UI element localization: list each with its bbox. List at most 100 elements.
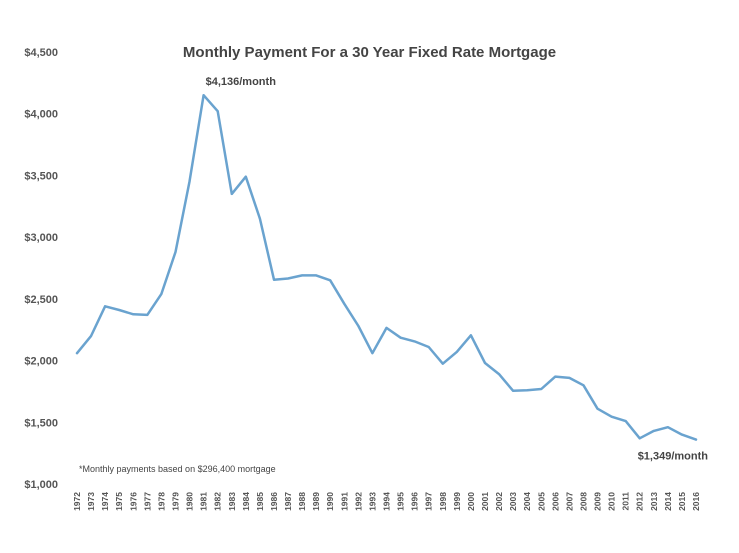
data-point [202, 94, 205, 97]
x-tick-label: 2008 [578, 492, 588, 511]
data-point [258, 217, 261, 220]
x-tick-label: 1978 [156, 492, 166, 511]
y-tick-label: $1,500 [24, 417, 58, 429]
x-tick-label: 2001 [480, 492, 490, 511]
data-point [132, 313, 135, 316]
data-point [216, 110, 219, 113]
data-point [287, 277, 290, 280]
data-point [244, 175, 247, 178]
x-tick-label: 1997 [424, 492, 434, 511]
data-point [540, 387, 543, 390]
data-point [441, 362, 444, 365]
data-point [638, 437, 641, 440]
x-tick-label: 1994 [382, 492, 392, 511]
y-tick-label: $3,000 [24, 232, 58, 244]
data-point [666, 426, 669, 429]
y-tick-label: $1,000 [24, 479, 58, 491]
x-tick-label: 1998 [438, 492, 448, 511]
data-point [160, 292, 163, 295]
x-tick-label: 1992 [353, 492, 363, 511]
x-tick-label: 2007 [564, 492, 574, 511]
y-tick-label: $2,000 [24, 356, 58, 368]
data-point [469, 334, 472, 337]
data-point [582, 384, 585, 387]
x-tick-label: 1999 [452, 492, 462, 511]
data-point [413, 340, 416, 343]
x-tick-label: 1986 [269, 492, 279, 511]
data-point [357, 325, 360, 328]
x-tick-label: 2000 [466, 492, 476, 511]
data-point [329, 279, 332, 282]
data-point [596, 407, 599, 410]
x-tick-label: 1980 [185, 492, 195, 511]
x-tick-label: 1975 [114, 492, 124, 511]
x-tick-label: 1985 [255, 492, 265, 511]
x-tick-label: 2009 [593, 492, 603, 511]
data-annotation: $4,136/month [206, 76, 277, 88]
y-axis: $1,000 $1,500 $2,000 $2,500 $3,000 $3,500 $4,0… [24, 47, 58, 491]
x-tick-label: 2002 [494, 492, 504, 511]
y-tick-label: $2,500 [24, 294, 58, 306]
data-point [104, 305, 107, 308]
x-tick-label: 1972 [72, 492, 82, 511]
x-tick-label: 2015 [677, 492, 687, 511]
chart-title: Monthly Payment For a 30 Year Fixed Rate… [182, 44, 557, 61]
data-point [118, 308, 121, 311]
x-tick-label: 2010 [607, 492, 617, 511]
x-tick-label: 2011 [621, 492, 631, 511]
x-tick-label: 1974 [100, 492, 110, 511]
data-point [554, 375, 557, 378]
x-tick-label: 2013 [649, 492, 659, 511]
x-tick-label: 1981 [199, 492, 209, 511]
chart-footnote: *Monthly payments based on $296,400 mort… [79, 464, 276, 474]
x-tick-label: 1983 [227, 492, 237, 511]
data-point [188, 180, 191, 183]
data-point [427, 345, 430, 348]
data-point [146, 313, 149, 316]
y-tick-label: $3,500 [24, 170, 58, 182]
x-tick-label: 2004 [522, 492, 532, 511]
data-point [174, 250, 177, 253]
data-point [695, 438, 697, 441]
x-tick-label: 1990 [325, 492, 335, 511]
x-tick-label: 2005 [536, 492, 546, 511]
x-tick-label: 1989 [311, 492, 321, 511]
data-point [652, 429, 655, 432]
data-point [568, 376, 571, 379]
x-tick-label: 1988 [297, 492, 307, 511]
data-point [526, 389, 529, 392]
x-tick-label: 2014 [663, 492, 673, 511]
x-tick-label: 1991 [339, 492, 349, 511]
x-tick-label: 1984 [241, 492, 251, 511]
data-point [90, 334, 93, 337]
x-axis: 1972 1973 1974 1975 1976 1977 1978 1979 1980 1981… [72, 492, 701, 511]
data-point [399, 336, 402, 339]
x-tick-label: 1995 [396, 492, 406, 511]
x-tick-label: 1987 [283, 492, 293, 511]
data-point [301, 274, 304, 277]
data-annotation: $1,349/month [638, 451, 709, 463]
data-point [385, 326, 388, 329]
x-tick-label: 2012 [635, 492, 645, 511]
annotations: $4,136/month $1,349/month [206, 76, 709, 462]
x-tick-label: 2003 [508, 492, 518, 511]
x-tick-label: 1996 [410, 492, 420, 511]
x-tick-label: 1993 [367, 492, 377, 511]
data-point [76, 352, 78, 355]
series-group [75, 93, 698, 441]
x-tick-label: 1976 [128, 492, 138, 511]
data-point [315, 274, 318, 277]
data-point [624, 420, 627, 423]
x-tick-label: 1979 [170, 492, 180, 511]
x-tick-label: 2016 [691, 492, 701, 511]
data-point [498, 373, 501, 376]
x-tick-label: 1977 [142, 492, 152, 511]
data-point [371, 352, 374, 355]
data-point [343, 302, 346, 305]
data-point [512, 389, 515, 392]
x-tick-label: 1982 [213, 492, 223, 511]
data-point [230, 192, 233, 195]
data-point [455, 350, 458, 353]
series-line [75, 93, 698, 441]
data-point [483, 362, 486, 365]
